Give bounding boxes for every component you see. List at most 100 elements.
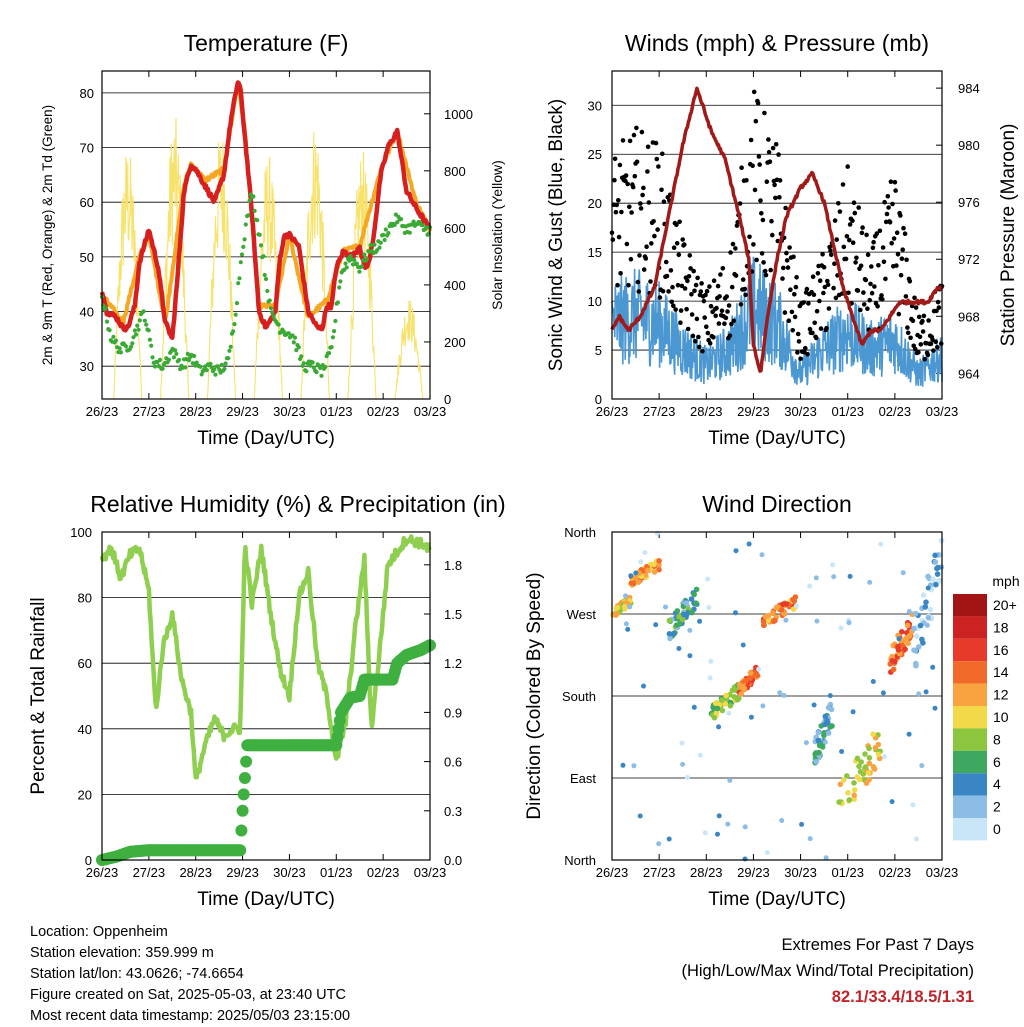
direction-point (632, 575, 639, 581)
direction-point (867, 579, 873, 585)
precip-point (240, 755, 253, 768)
dewpoint-point (242, 237, 247, 242)
gust-point (677, 219, 682, 225)
dewpoint-point (150, 355, 155, 360)
dewpoint-point (292, 335, 298, 340)
direction-point (707, 675, 713, 681)
x-tick-label: 28/23 (690, 404, 723, 419)
direction-point (821, 730, 827, 736)
extremes-subtitle: (High/Low/Max Wind/Total Precipitation) (681, 962, 974, 980)
colorbar-swatch (953, 706, 987, 729)
gust-point (703, 292, 708, 298)
gust-point (726, 303, 732, 308)
direction-point (807, 836, 813, 842)
dewpoint-point (314, 370, 319, 375)
direction-point (846, 797, 853, 803)
gust-point (655, 227, 660, 232)
colorbar-swatch (953, 750, 987, 774)
x-tick-label: 27/23 (133, 865, 166, 880)
gust-point (758, 198, 763, 203)
gust-point (754, 257, 759, 263)
gust-point (751, 242, 756, 247)
colorbar-label: 6 (993, 754, 1001, 770)
dewpoint-point (134, 332, 139, 337)
gust-point (793, 284, 799, 290)
gust-point (825, 278, 830, 284)
gust-point (751, 89, 757, 95)
gust-point (671, 245, 677, 250)
y-tick-label: West (567, 607, 597, 622)
gust-point (701, 298, 707, 304)
direction-point (684, 610, 691, 617)
direction-point (667, 635, 673, 642)
gust-point (651, 219, 656, 224)
direction-point (666, 631, 673, 637)
solar-insolation-line (300, 131, 330, 400)
gust-point (935, 345, 940, 350)
direction-point (743, 678, 749, 684)
direction-point (638, 559, 644, 565)
dewpoint-point (372, 242, 377, 247)
direction-point (825, 730, 832, 736)
dewpoint-point (174, 351, 179, 356)
direction-point (783, 617, 789, 623)
dewpoint-point (173, 348, 178, 353)
plot-frame (611, 70, 943, 400)
gust-point (807, 326, 813, 332)
gust-point (811, 292, 817, 298)
x-tick-label: 30/23 (784, 865, 817, 880)
direction-point (840, 777, 847, 783)
y-tick-label: 25 (588, 147, 602, 162)
direction-point (628, 580, 635, 586)
gust-point (888, 179, 894, 184)
y-tick-label: 60 (80, 195, 94, 210)
gust-point (652, 233, 657, 239)
solar-insolation-line (347, 151, 377, 400)
gust-point (739, 165, 744, 170)
gust-point (875, 304, 880, 309)
direction-point (831, 574, 837, 580)
y-tick-label: 100 (70, 525, 92, 540)
direction-point (925, 615, 932, 621)
direction-point (866, 755, 873, 761)
gust-point (678, 308, 684, 313)
dewpoint-point (294, 348, 299, 353)
dewpoint-point (291, 340, 296, 345)
gust-point (692, 288, 697, 294)
gust-point (884, 211, 890, 217)
direction-point (913, 660, 919, 667)
direction-point (903, 635, 909, 641)
gust-point (925, 352, 931, 358)
dewpoint-point (255, 218, 260, 223)
gust-point (643, 256, 649, 261)
dewpoint-point (213, 372, 218, 377)
gust-point (619, 209, 624, 215)
direction-point (656, 558, 662, 564)
y-tick-label: 5 (595, 343, 602, 358)
x-tick-label: 26/23 (596, 404, 629, 419)
gust-point (729, 321, 734, 327)
x-axis-label: Time (Day/UTC) (708, 428, 846, 449)
dewpoint-series (99, 192, 433, 378)
gust-point (696, 344, 702, 350)
gust-point (724, 294, 729, 299)
gust-point (785, 265, 791, 270)
dewpoint-point (276, 322, 281, 327)
y-tick-label: 20 (78, 787, 92, 802)
x-tick-label: 03/23 (926, 404, 959, 419)
gust-point (885, 194, 891, 199)
direction-point (613, 610, 620, 617)
gust-point (674, 222, 679, 227)
gust-point (682, 242, 687, 247)
gust-point (880, 245, 886, 250)
direction-point (716, 724, 722, 730)
y2-tick-label: 200 (444, 335, 466, 350)
direction-point (653, 622, 659, 628)
direction-point (719, 697, 725, 703)
chart-title: Wind Direction (702, 491, 852, 517)
direction-point (723, 692, 729, 699)
direction-point (770, 610, 776, 616)
x-tick-label: 03/23 (414, 404, 447, 419)
gust-point (733, 273, 739, 278)
gust-point (711, 335, 716, 340)
